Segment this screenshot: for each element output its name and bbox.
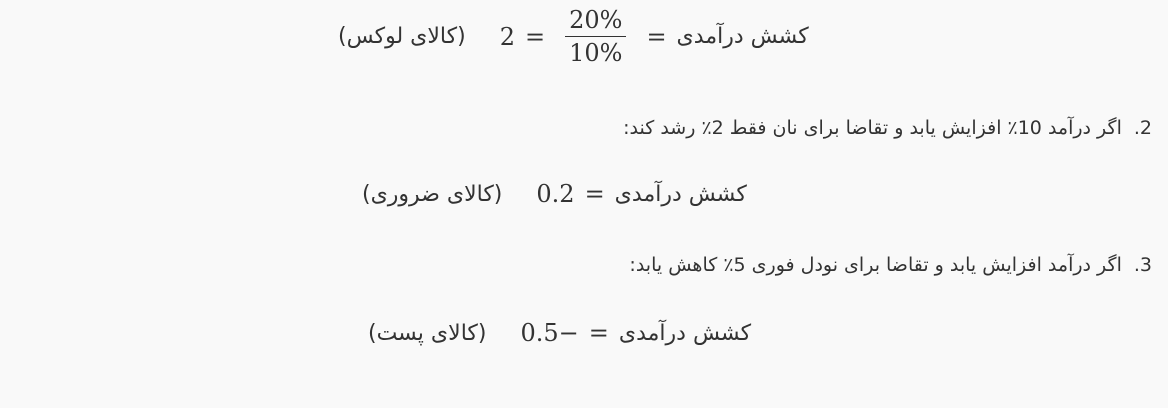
equation-lhs: کشش درآمدی: [614, 181, 747, 207]
equation-lhs: کشش درآمدی: [618, 320, 752, 346]
item-text: اگر درآمد 10٪ افزایش یابد و تقاضا برای ن…: [623, 117, 1122, 139]
equation-label: (کالای پست): [368, 320, 487, 346]
item-text: اگر درآمد افزایش یابد و تقاضا برای نودل …: [629, 254, 1122, 276]
equation-lhs: کشش درآمدی: [676, 24, 809, 49]
list-item-3: 3. اگر درآمد افزایش یابد و تقاضا برای نود…: [629, 254, 1152, 276]
equals-sign: =: [524, 22, 546, 51]
equation-value: 2: [499, 22, 515, 51]
denominator: 10%: [569, 39, 623, 67]
equation-inferior: (کالای پست) 0.5− = کشش درآمدی: [368, 319, 751, 347]
item-number: 2.: [1133, 117, 1152, 139]
equation-label: (کالای ضروری): [362, 181, 503, 207]
list-item-2: 2. اگر درآمد 10٪ افزایش یابد و تقاضا برای…: [623, 117, 1152, 139]
equation-luxury: (کالای لوکس) 2 = 20% 10% = کشش درآمدی: [338, 6, 809, 67]
equals-sign: =: [646, 22, 667, 51]
numerator: 20%: [565, 6, 627, 37]
equation-value: 0.5−: [520, 319, 579, 347]
fraction: 20% 10%: [565, 6, 627, 67]
equation-label: (کالای لوکس): [338, 24, 466, 49]
equals-sign: =: [584, 180, 605, 208]
equation-value: 0.2: [536, 180, 575, 208]
equation-necessity: (کالای ضروری) 0.2 = کشش درآمدی: [362, 180, 747, 208]
equals-sign: =: [588, 319, 609, 347]
item-number: 3.: [1133, 254, 1152, 276]
